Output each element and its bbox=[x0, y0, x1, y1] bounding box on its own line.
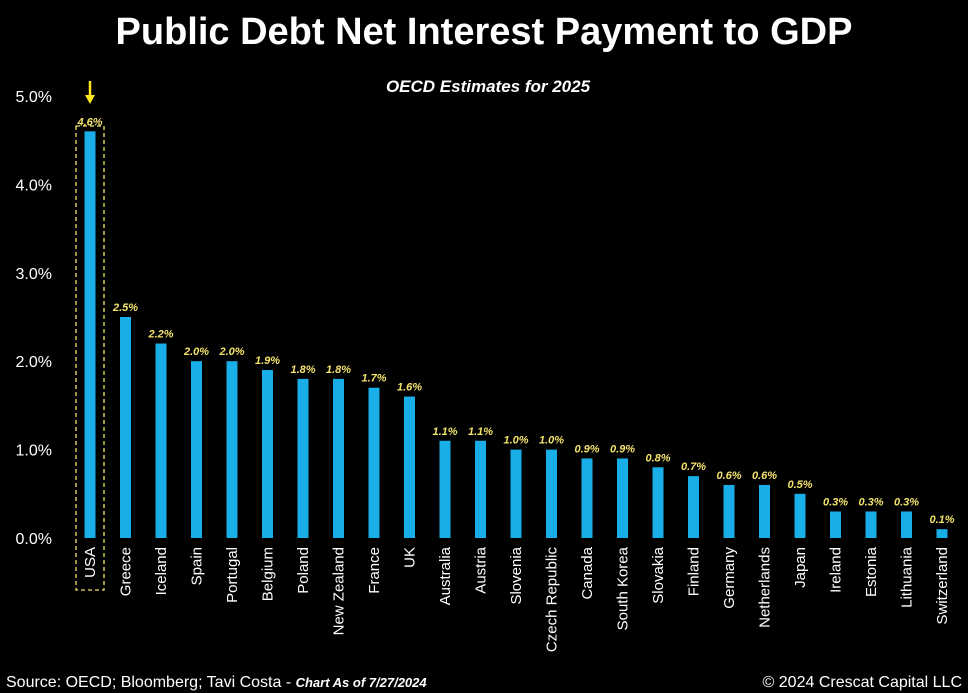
bar-value-label: 0.9% bbox=[574, 443, 599, 455]
bar-value-label: 0.9% bbox=[610, 443, 635, 455]
highlight-arrow-head bbox=[85, 95, 95, 104]
category-label: South Korea bbox=[615, 546, 632, 630]
bar-value-label: 0.6% bbox=[752, 470, 777, 482]
bar bbox=[617, 458, 628, 538]
category-label: Poland bbox=[295, 547, 312, 594]
bar-value-label: 0.6% bbox=[716, 470, 741, 482]
bar-value-label: 1.6% bbox=[397, 382, 422, 394]
bar-value-label: 2.2% bbox=[147, 329, 173, 341]
category-label: Austria bbox=[473, 546, 490, 593]
bar bbox=[723, 484, 735, 538]
highlight-box bbox=[75, 125, 105, 591]
category-label: Spain bbox=[189, 547, 206, 585]
bar bbox=[404, 396, 415, 538]
category-label: Japan bbox=[792, 547, 809, 588]
category-label: Netherlands bbox=[757, 547, 774, 628]
y-tick-label: 4.0% bbox=[16, 177, 52, 194]
category-label: Australia bbox=[437, 546, 454, 605]
y-tick-label: 3.0% bbox=[16, 266, 52, 283]
bar bbox=[688, 476, 699, 538]
y-tick-label: 0.0% bbox=[16, 531, 52, 548]
bar bbox=[297, 378, 309, 538]
bar-value-label: 1.0% bbox=[503, 435, 528, 447]
y-tick-label: 2.0% bbox=[16, 354, 52, 371]
category-label: Belgium bbox=[260, 547, 277, 601]
footer-source-text: Source: OECD; Bloomberg; Tavi Costa - bbox=[6, 674, 296, 691]
bar-value-label: 0.3% bbox=[894, 496, 919, 508]
y-axis: 0.0% 1.0% 2.0% 3.0% 4.0% 5.0% bbox=[16, 89, 52, 548]
footer-source: Source: OECD; Bloomberg; Tavi Costa - Ch… bbox=[6, 674, 427, 691]
bar-value-label: 1.7% bbox=[361, 373, 386, 385]
category-label: Canada bbox=[579, 546, 596, 599]
bar-value-label: 2.0% bbox=[183, 346, 209, 358]
bar-value-label: 0.7% bbox=[681, 461, 706, 473]
highlight-group bbox=[75, 81, 105, 591]
bar bbox=[368, 387, 380, 538]
bar-value-label: 0.3% bbox=[858, 496, 883, 508]
bar bbox=[794, 493, 806, 538]
category-label: USA bbox=[82, 547, 99, 578]
bar bbox=[865, 511, 877, 538]
category-label: New Zealand bbox=[331, 547, 348, 635]
category-label: France bbox=[366, 547, 383, 594]
category-label: Greece bbox=[118, 547, 135, 596]
category-label: Germany bbox=[721, 547, 738, 609]
bar bbox=[191, 361, 202, 538]
bar-value-label: 0.3% bbox=[823, 496, 848, 508]
bar bbox=[262, 370, 273, 538]
bar bbox=[120, 317, 131, 538]
bar bbox=[226, 361, 238, 538]
y-tick-label: 5.0% bbox=[16, 89, 52, 106]
chart-title: Public Debt Net Interest Payment to GDP bbox=[116, 11, 853, 53]
value-labels-group: 4.6%2.5%2.2%2.0% 2.0%1.9%1.8% 1.8%1.7%1.6%… bbox=[76, 116, 954, 526]
bar bbox=[901, 511, 912, 538]
bar-value-label: 1.9% bbox=[255, 355, 280, 367]
bar bbox=[759, 484, 770, 538]
category-label: Iceland bbox=[153, 547, 170, 595]
bar-value-label: 1.1% bbox=[432, 426, 457, 438]
bar-value-label: 1.8% bbox=[326, 364, 351, 376]
category-label: Finland bbox=[686, 547, 703, 596]
footer-chart-date: Chart As of 7/27/2024 bbox=[296, 675, 428, 690]
bar bbox=[652, 467, 664, 538]
bar-value-label: 2.0% bbox=[218, 346, 244, 358]
category-label: UK bbox=[402, 547, 419, 568]
bar-value-label: 1.8% bbox=[290, 364, 315, 376]
footer-copyright: © 2024 Crescat Capital LLC bbox=[763, 674, 962, 691]
bar bbox=[84, 131, 96, 539]
bar-value-label: 1.0% bbox=[539, 435, 564, 447]
bar bbox=[155, 343, 167, 538]
bar bbox=[936, 529, 948, 538]
category-label: Switzerland bbox=[934, 547, 951, 625]
category-label: Ireland bbox=[828, 547, 845, 593]
y-tick-label: 1.0% bbox=[16, 443, 52, 460]
bar bbox=[830, 511, 841, 538]
category-label: Slovakia bbox=[650, 546, 667, 603]
bar-value-label: 0.5% bbox=[787, 479, 812, 491]
bar bbox=[546, 449, 557, 538]
bar bbox=[581, 458, 593, 538]
category-label: Portugal bbox=[224, 547, 241, 603]
category-label: Slovenia bbox=[508, 546, 525, 604]
bar-value-label: 2.5% bbox=[112, 302, 138, 314]
bar bbox=[333, 378, 344, 538]
bar-value-label: 0.1% bbox=[929, 514, 954, 526]
bar bbox=[510, 449, 522, 538]
bar bbox=[475, 440, 486, 538]
bar bbox=[439, 440, 451, 538]
category-label: Estonia bbox=[863, 546, 880, 597]
category-label: Czech Republic bbox=[544, 547, 561, 653]
category-labels-group: USA Greece Iceland Spain Portugal Belgium Pola… bbox=[82, 546, 951, 652]
chart-subtitle: OECD Estimates for 2025 bbox=[386, 77, 591, 96]
bar-value-label: 0.8% bbox=[645, 452, 670, 464]
bar-value-label: 1.1% bbox=[468, 426, 493, 438]
category-label: Lithuania bbox=[899, 546, 916, 608]
bars-group bbox=[84, 131, 948, 539]
